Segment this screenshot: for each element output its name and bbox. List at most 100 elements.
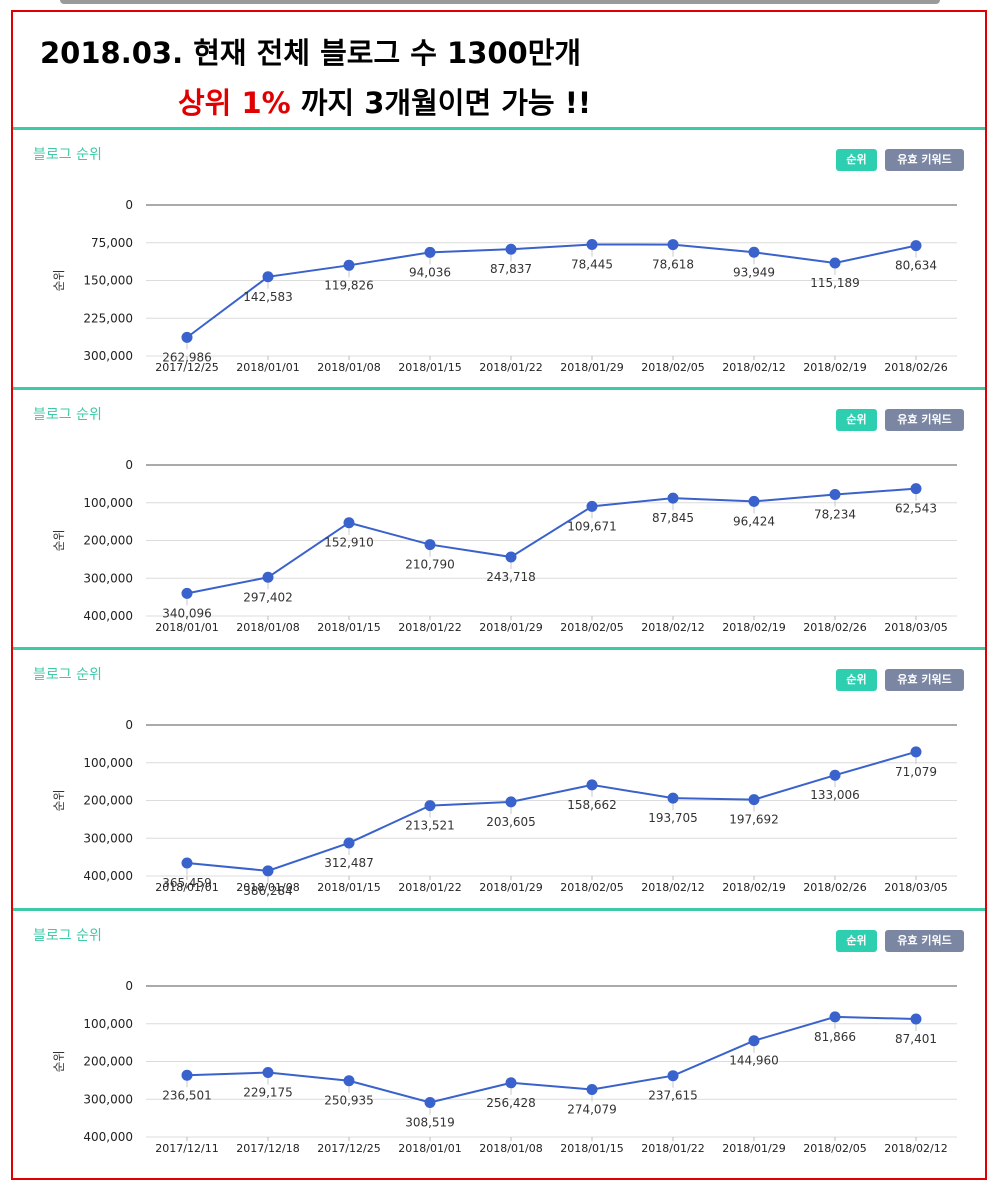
rank-button[interactable]: 순위 bbox=[836, 930, 877, 952]
data-point[interactable] bbox=[910, 1013, 922, 1025]
data-label: 71,079 bbox=[895, 765, 937, 779]
data-point[interactable] bbox=[586, 500, 598, 512]
panel-title: 블로그 순위 bbox=[33, 407, 102, 423]
data-point[interactable] bbox=[505, 1077, 517, 1089]
data-label: 236,501 bbox=[162, 1088, 212, 1102]
data-point[interactable] bbox=[667, 492, 679, 504]
keyword-button[interactable]: 유효 키워드 bbox=[885, 149, 964, 171]
data-label: 197,692 bbox=[729, 813, 779, 827]
x-tick-label: 2018/02/05 bbox=[560, 881, 623, 894]
x-tick-label: 2018/03/05 bbox=[884, 881, 947, 894]
y-tick-label: 0 bbox=[125, 198, 133, 212]
data-point[interactable] bbox=[910, 746, 922, 758]
rank-line-chart: 0 100,000 200,000 300,000 400,000 순위 2018/01/0… bbox=[52, 718, 957, 898]
data-label: 262,986 bbox=[162, 350, 212, 364]
x-tick-label: 2018/01/01 bbox=[155, 621, 218, 634]
data-point[interactable] bbox=[181, 1069, 193, 1081]
y-tick-label: 200,000 bbox=[83, 1055, 133, 1069]
y-tick-label: 400,000 bbox=[83, 609, 133, 623]
data-point[interactable] bbox=[262, 571, 274, 583]
data-point[interactable] bbox=[748, 1035, 760, 1047]
panel-title: 블로그 순위 bbox=[33, 147, 102, 163]
x-tick-label: 2018/02/05 bbox=[803, 1142, 866, 1155]
data-point[interactable] bbox=[343, 517, 355, 529]
x-tick-label: 2018/02/12 bbox=[641, 881, 704, 894]
x-tick-label: 2018/02/19 bbox=[803, 361, 866, 374]
data-point[interactable] bbox=[667, 239, 679, 251]
data-point[interactable] bbox=[505, 243, 517, 255]
data-label: 119,826 bbox=[324, 278, 374, 292]
keyword-button[interactable]: 유효 키워드 bbox=[885, 669, 964, 691]
data-point[interactable] bbox=[181, 331, 193, 343]
data-point[interactable] bbox=[748, 495, 760, 507]
y-tick-label: 300,000 bbox=[83, 1092, 133, 1106]
keyword-button[interactable]: 유효 키워드 bbox=[885, 930, 964, 952]
data-point[interactable] bbox=[343, 837, 355, 849]
data-label: 340,096 bbox=[162, 606, 212, 620]
rank-button[interactable]: 순위 bbox=[836, 669, 877, 691]
data-point[interactable] bbox=[262, 865, 274, 877]
x-tick-label: 2018/01/15 bbox=[398, 361, 461, 374]
data-point[interactable] bbox=[667, 1070, 679, 1082]
data-point[interactable] bbox=[748, 794, 760, 806]
x-tick-label: 2018/01/08 bbox=[236, 621, 299, 634]
rank-line-chart: 0 100,000 200,000 300,000 400,000 순위 2018/01/0… bbox=[52, 458, 957, 634]
data-point[interactable] bbox=[343, 259, 355, 271]
y-tick-label: 400,000 bbox=[83, 869, 133, 883]
x-tick-label: 2018/02/12 bbox=[884, 1142, 947, 1155]
data-label: 237,615 bbox=[648, 1089, 698, 1103]
data-label: 365,459 bbox=[162, 876, 212, 890]
data-point[interactable] bbox=[262, 271, 274, 283]
data-label: 386,284 bbox=[243, 884, 293, 898]
data-point[interactable] bbox=[505, 551, 517, 563]
rank-line-chart: 0 100,000 200,000 300,000 400,000 순위 2017/12/1… bbox=[52, 979, 957, 1155]
y-tick-label: 300,000 bbox=[83, 349, 133, 363]
data-label: 274,079 bbox=[567, 1102, 617, 1116]
data-point[interactable] bbox=[829, 1011, 841, 1023]
data-point[interactable] bbox=[262, 1067, 274, 1079]
rank-button[interactable]: 순위 bbox=[836, 409, 877, 431]
y-tick-label: 0 bbox=[125, 979, 133, 993]
x-tick-label: 2018/01/15 bbox=[317, 621, 380, 634]
keyword-button[interactable]: 유효 키워드 bbox=[885, 409, 964, 431]
x-tick-label: 2018/02/12 bbox=[641, 621, 704, 634]
data-point[interactable] bbox=[829, 257, 841, 269]
data-label: 87,401 bbox=[895, 1032, 937, 1046]
x-tick-label: 2017/12/25 bbox=[155, 361, 218, 374]
data-point[interactable] bbox=[829, 769, 841, 781]
data-point[interactable] bbox=[424, 539, 436, 551]
data-point[interactable] bbox=[505, 796, 517, 808]
data-point[interactable] bbox=[343, 1075, 355, 1087]
data-point[interactable] bbox=[424, 246, 436, 258]
data-label: 81,866 bbox=[814, 1030, 856, 1044]
data-point[interactable] bbox=[586, 779, 598, 791]
y-tick-label: 225,000 bbox=[83, 311, 133, 325]
x-tick-label: 2017/12/11 bbox=[155, 1142, 218, 1155]
data-label: 210,790 bbox=[405, 558, 455, 572]
series-line bbox=[186, 243, 917, 339]
data-point[interactable] bbox=[181, 857, 193, 869]
x-tick-label: 2018/01/22 bbox=[398, 621, 461, 634]
x-tick-label: 2018/01/22 bbox=[641, 1142, 704, 1155]
data-label: 93,949 bbox=[733, 265, 775, 279]
data-point[interactable] bbox=[586, 1083, 598, 1095]
x-tick-label: 2018/01/08 bbox=[317, 361, 380, 374]
data-point[interactable] bbox=[829, 489, 841, 501]
x-tick-label: 2018/01/01 bbox=[398, 1142, 461, 1155]
data-point[interactable] bbox=[748, 246, 760, 258]
data-point[interactable] bbox=[181, 587, 193, 599]
data-point[interactable] bbox=[910, 483, 922, 495]
y-tick-label: 100,000 bbox=[83, 1017, 133, 1031]
x-tick-label: 2017/12/18 bbox=[236, 1142, 299, 1155]
data-point[interactable] bbox=[910, 240, 922, 252]
data-point[interactable] bbox=[667, 792, 679, 804]
data-point[interactable] bbox=[424, 800, 436, 812]
data-label: 256,428 bbox=[486, 1096, 536, 1110]
rank-button[interactable]: 순위 bbox=[836, 149, 877, 171]
y-tick-label: 0 bbox=[125, 458, 133, 472]
data-label: 87,845 bbox=[652, 511, 694, 525]
x-tick-label: 2018/02/19 bbox=[722, 621, 785, 634]
data-point[interactable] bbox=[424, 1096, 436, 1108]
data-point[interactable] bbox=[586, 238, 598, 250]
y-tick-label: 300,000 bbox=[83, 831, 133, 845]
